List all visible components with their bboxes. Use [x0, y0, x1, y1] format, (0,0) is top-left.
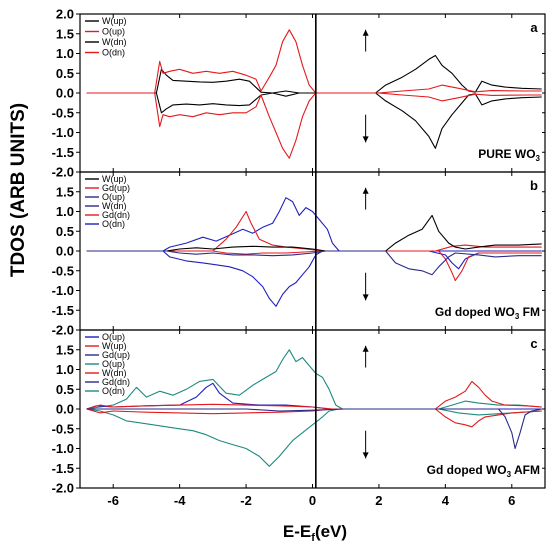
- series-line-oup: [86, 349, 542, 410]
- y-tick-label: -0.5: [52, 263, 74, 278]
- y-tick-label: -1.5: [52, 145, 74, 160]
- legend-label: O(up): [102, 27, 125, 37]
- series-line-gddn: [86, 408, 542, 450]
- y-tick-label: 1.0: [56, 362, 74, 377]
- panel-letter: c: [530, 336, 537, 351]
- legend-label: W(dn): [102, 201, 127, 211]
- panel-letter: a: [530, 20, 538, 35]
- legend-label: O(up): [102, 192, 125, 202]
- y-tick-label: 1.0: [56, 204, 74, 219]
- y-tick-label: 0.5: [56, 66, 74, 81]
- legend-label: O(up): [102, 359, 125, 369]
- legend-label: Gd(up): [102, 350, 130, 360]
- x-tick-label: -4: [174, 493, 186, 508]
- y-tick-label: -0.5: [52, 105, 74, 120]
- y-tick-label: -2.0: [52, 323, 74, 338]
- legend-label: W(dn): [102, 37, 127, 47]
- series-line-odn: [86, 92, 542, 159]
- series-line-wup: [86, 54, 542, 94]
- panel-annotation: PURE WO3: [478, 147, 540, 163]
- x-tick-label: 6: [508, 493, 515, 508]
- y-tick-label: 2.0: [56, 7, 74, 22]
- x-tick-label: 4: [442, 493, 450, 508]
- series-line-wdn: [86, 250, 542, 276]
- panel-letter: b: [530, 178, 538, 193]
- spin-up-arrowhead: [362, 345, 369, 352]
- legend-label: W(up): [102, 16, 127, 26]
- y-tick-label: -0.5: [52, 421, 74, 436]
- plot-area: [86, 349, 542, 467]
- y-tick-label: 0.5: [56, 224, 74, 239]
- legend-label: O(up): [102, 332, 125, 342]
- panel-a: -2.0 -1.5 -1.0 -0.5 0.0 0.5 1.0 1.5 2.0 W(up)O(up…: [52, 7, 546, 180]
- legend-label: O(dn): [102, 219, 125, 229]
- legend-label: W(dn): [102, 368, 127, 378]
- x-tick-label: -2: [240, 493, 252, 508]
- legend-label: W(up): [102, 174, 127, 184]
- y-tick-label: 1.0: [56, 46, 74, 61]
- series-line-wup: [86, 380, 542, 410]
- spin-up-arrowhead: [362, 29, 369, 36]
- x-tick-label: 0: [309, 493, 316, 508]
- y-tick-label: -1.5: [52, 303, 74, 318]
- y-tick-label: -1.5: [52, 461, 74, 476]
- series-line-gddn: [86, 250, 542, 282]
- panel-b: -2.0-1.5-1.0-0.50.00.51.01.5W(up)Gd(up)O…: [52, 171, 546, 338]
- y-tick-label: 0.0: [56, 402, 74, 417]
- y-tick-label: -1.0: [52, 125, 74, 140]
- legend-label: Gd(dn): [102, 210, 130, 220]
- series-line-gdup: [86, 210, 542, 252]
- legend-label: O(dn): [102, 48, 125, 58]
- series-line-oup: [86, 197, 542, 252]
- y-tick-label: 0.5: [56, 382, 74, 397]
- y-tick-label: -1.0: [52, 283, 74, 298]
- panel-annotation: Gd doped WO3 FM: [435, 305, 540, 321]
- spin-down-arrowhead: [362, 294, 369, 301]
- legend-label: W(up): [102, 341, 127, 351]
- y-tick-label: 1.5: [56, 342, 74, 357]
- panel-c: -2.0-1.5-1.0-0.50.00.51.01.5O(up)W(up)Gd…: [52, 329, 546, 496]
- legend-label: Gd(up): [102, 183, 130, 193]
- plot-area: [86, 197, 542, 307]
- y-tick-label: 1.5: [56, 26, 74, 41]
- y-axis-label: TDOS (ARB UNITS): [8, 103, 29, 277]
- spin-down-arrowhead: [362, 452, 369, 459]
- legend-label: Gd(dn): [102, 377, 130, 387]
- y-tick-label: 0.0: [56, 86, 74, 101]
- y-tick-label: -2.0: [52, 481, 74, 496]
- y-tick-label: 1.5: [56, 184, 74, 199]
- y-tick-label: -1.0: [52, 441, 74, 456]
- x-tick-label: 2: [375, 493, 382, 508]
- spin-up-arrowhead: [362, 187, 369, 194]
- panel-annotation: Gd doped WO3 AFM: [427, 463, 540, 479]
- x-tick-labels: -6 -4 -2 0 2 4 6: [107, 493, 515, 508]
- series-line-wdn: [86, 92, 542, 149]
- plot-area: [86, 29, 542, 159]
- series-line-wup: [86, 214, 542, 252]
- x-tick-label: -6: [107, 493, 119, 508]
- series-line-oup: [86, 29, 542, 94]
- y-tick-label: 0.0: [56, 244, 74, 259]
- x-axis-label: E-Ef(eV): [283, 522, 347, 544]
- y-tick-label: -2.0: [52, 165, 74, 180]
- series-line-odn: [86, 408, 542, 467]
- series-line-odn: [86, 250, 542, 307]
- legend-label: O(dn): [102, 386, 125, 396]
- spin-down-arrowhead: [362, 136, 369, 143]
